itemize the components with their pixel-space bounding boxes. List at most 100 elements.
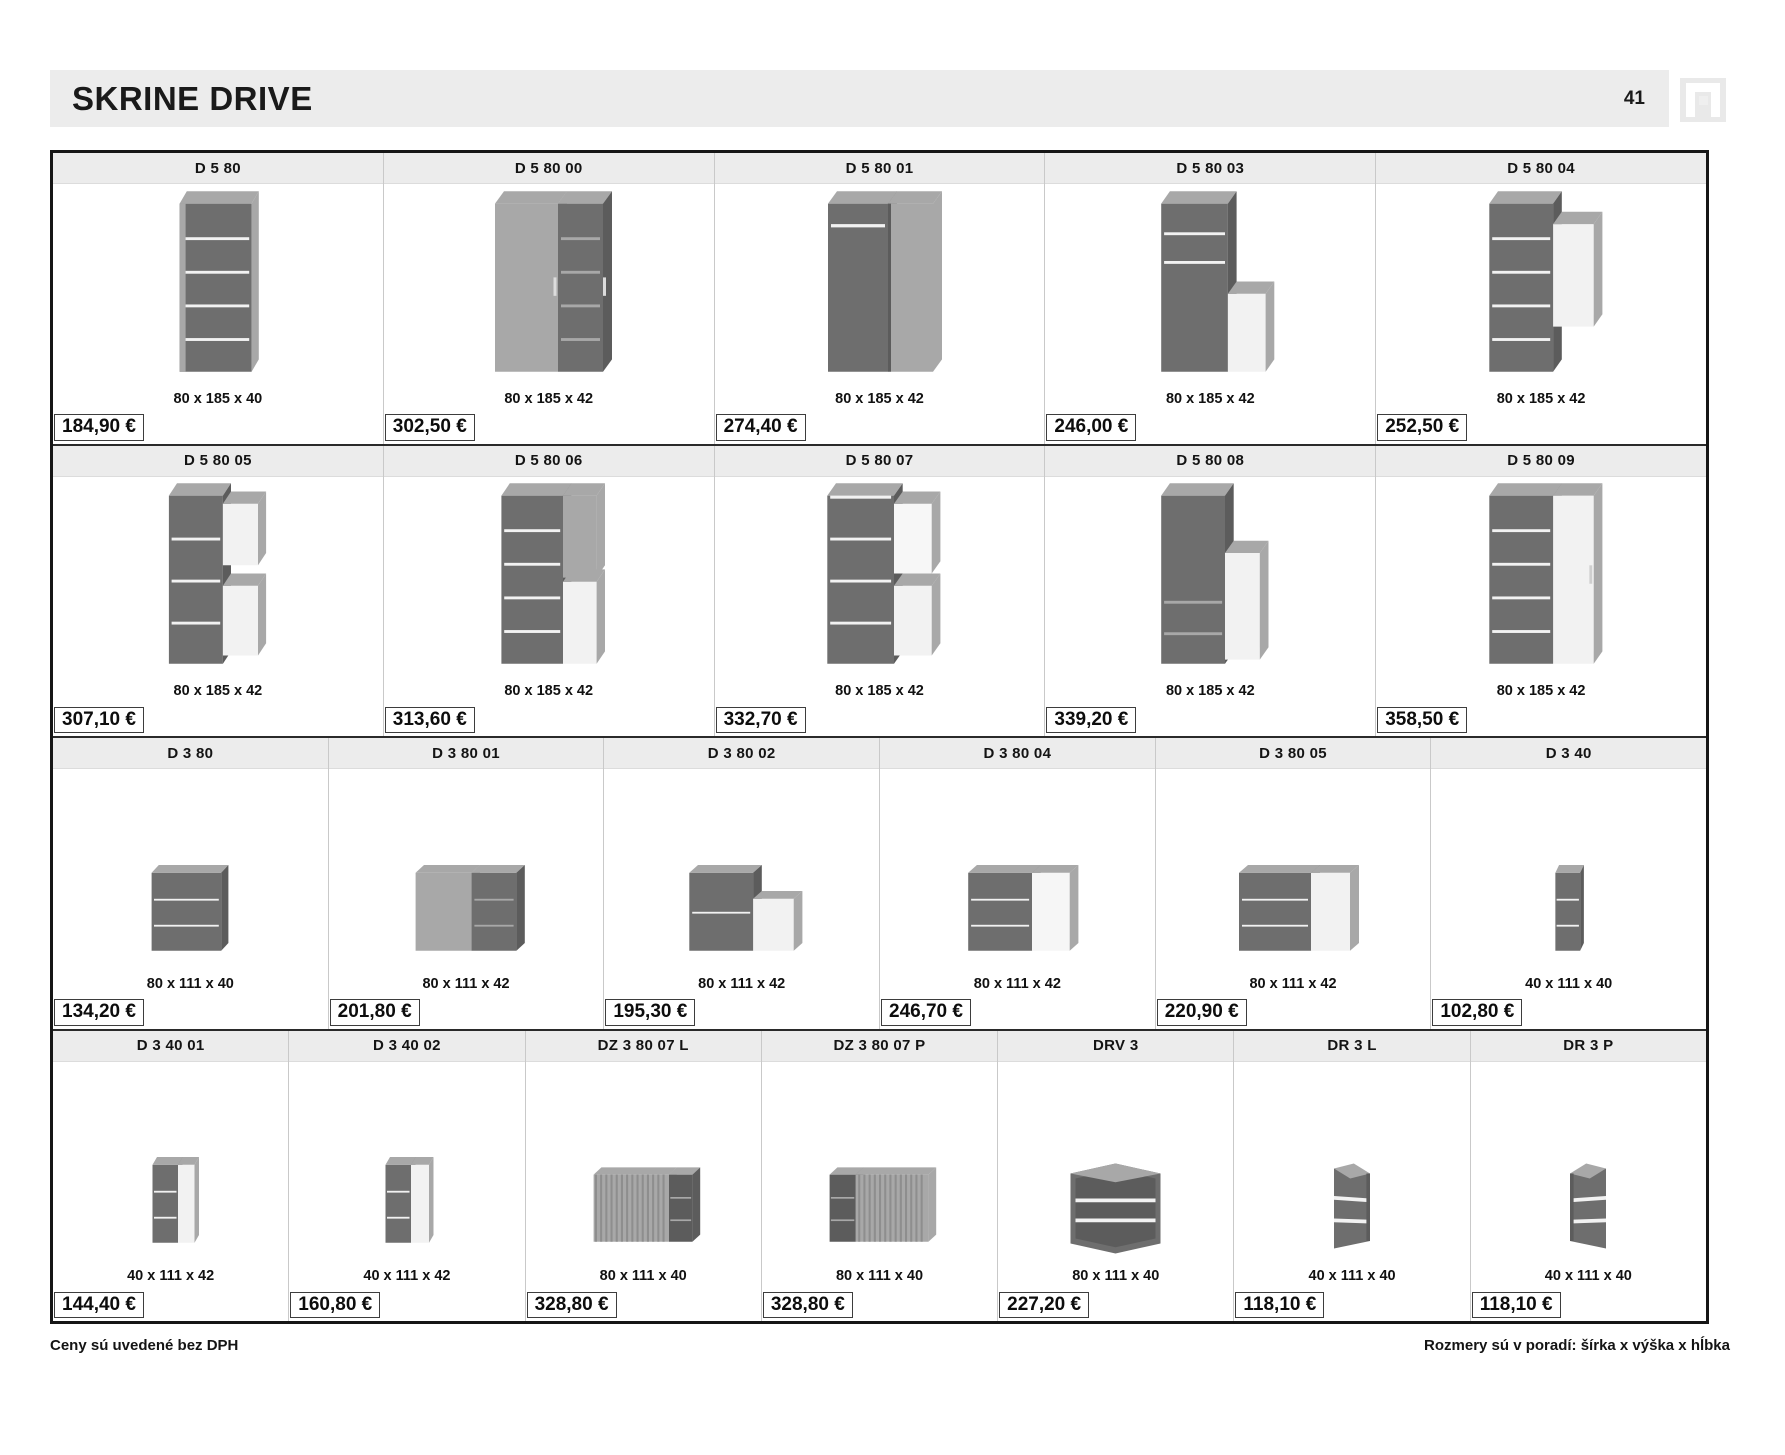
price-container: 227,20 € <box>998 1289 1233 1321</box>
product-dimensions: 40 x 111 x 40 <box>1525 975 1613 992</box>
product-image <box>715 184 1045 386</box>
product-cell[interactable]: D 3 80 01 80 x 111 x 42 201,80 € <box>328 738 605 1029</box>
product-price: 160,80 € <box>290 1291 381 1319</box>
product-cell[interactable]: DR 3 L 40 x 111 x 40 118,10 € <box>1234 1030 1471 1321</box>
product-cell[interactable]: D 3 40 02 40 x 111 x 42 160,80 € <box>289 1030 526 1321</box>
price-container: 118,10 € <box>1471 1289 1706 1321</box>
product-image <box>1431 769 1706 971</box>
product-price: 195,30 € <box>605 999 696 1026</box>
product-code: D 3 80 <box>53 738 328 769</box>
footer-price-note: Ceny sú uvedené bez DPH <box>50 1337 239 1354</box>
product-price: 358,50 € <box>1377 706 1468 734</box>
product-cell[interactable]: D 3 80 05 80 x 111 x 42 220,90 € <box>1155 738 1432 1029</box>
price-container: 144,40 € <box>53 1289 288 1321</box>
product-cell[interactable]: D 5 80 09 80 x 185 x 42 358,50 € <box>1376 445 1706 737</box>
product-cell[interactable]: DZ 3 80 07 L 80 x 111 x 40 328,80 € <box>525 1030 762 1321</box>
product-price: 220,90 € <box>1156 999 1247 1026</box>
product-code: D 5 80 04 <box>1376 153 1706 184</box>
product-row: D 5 80 80 x 185 x 40 184,90 € D 5 80 00 80 x… <box>53 153 1706 446</box>
product-code: D 5 80 00 <box>383 153 714 184</box>
product-cell[interactable]: DR 3 P 40 x 111 x 40 118,10 € <box>1470 1030 1706 1322</box>
product-dimensions: 40 x 111 x 40 <box>1544 1268 1632 1284</box>
price-container: 246,00 € <box>1045 412 1375 444</box>
product-price: 184,90 € <box>54 414 144 441</box>
product-price: 246,70 € <box>881 999 971 1026</box>
price-container: 102,80 € <box>1431 997 1706 1029</box>
product-code: D 5 80 07 <box>714 445 1045 477</box>
price-container: 220,90 € <box>1156 997 1431 1029</box>
product-price: 118,10 € <box>1235 1291 1325 1319</box>
product-image <box>384 477 714 679</box>
product-code: D 3 80 05 <box>1155 738 1431 769</box>
product-dimensions: 80 x 185 x 42 <box>504 390 594 407</box>
page-number: 41 <box>1623 87 1645 109</box>
product-image <box>1376 477 1706 679</box>
product-price: 118,10 € <box>1471 1291 1561 1319</box>
product-cell[interactable]: DRV 3 80 x 111 x 40 227,20 € <box>998 1030 1235 1321</box>
product-cell[interactable]: D 5 80 07 80 x 185 x 42 332,70 € <box>714 445 1046 736</box>
page-title: SKRINE DRIVE <box>72 79 313 117</box>
product-cell[interactable]: D 5 80 03 80 x 185 x 42 246,00 € <box>1045 153 1377 444</box>
footer-dimension-note: Rozmery sú v poradí: šírka x výška x hĺb… <box>1424 1337 1730 1354</box>
price-container: 328,80 € <box>762 1289 997 1321</box>
price-container: 313,60 € <box>384 704 714 736</box>
product-image <box>880 769 1155 971</box>
product-price: 274,40 € <box>715 414 806 441</box>
product-cell[interactable]: D 3 80 02 80 x 111 x 42 195,30 € <box>604 738 881 1029</box>
product-code: D 5 80 01 <box>714 153 1045 184</box>
product-cell[interactable]: D 5 80 04 80 x 185 x 42 252,50 € <box>1376 153 1706 444</box>
price-container: 307,10 € <box>53 704 383 736</box>
product-dimensions: 80 x 111 x 42 <box>973 975 1061 992</box>
product-image <box>526 1062 761 1264</box>
product-cell[interactable]: D 5 80 01 80 x 185 x 42 274,40 € <box>714 153 1046 444</box>
product-dimensions: 80 x 185 x 42 <box>1165 683 1255 699</box>
product-cell[interactable]: D 3 80 04 80 x 111 x 42 246,70 € <box>880 738 1156 1029</box>
product-cell[interactable]: D 3 80 80 x 111 x 40 134,20 € <box>53 738 329 1029</box>
product-cell[interactable]: D 5 80 80 x 185 x 40 184,90 € <box>53 153 384 444</box>
product-price: 328,80 € <box>526 1291 617 1319</box>
product-code: D 3 80 01 <box>328 738 604 769</box>
product-row: D 3 40 01 40 x 111 x 42 144,40 € D 3 40 02 4… <box>53 1030 1706 1322</box>
product-dimensions: 80 x 111 x 40 <box>599 1268 687 1284</box>
product-code: D 3 80 02 <box>604 738 880 769</box>
product-image <box>1234 1062 1469 1264</box>
product-code: DZ 3 80 07 P <box>761 1030 998 1062</box>
product-cell[interactable]: D 5 80 00 80 x 185 x 42 302,50 € <box>383 153 715 444</box>
product-image <box>53 477 383 679</box>
price-container: 358,50 € <box>1376 704 1706 736</box>
product-dimensions: 80 x 185 x 42 <box>1165 390 1255 407</box>
product-dimensions: 80 x 185 x 42 <box>504 683 594 699</box>
product-grid: D 5 80 80 x 185 x 40 184,90 € D 5 80 00 80 x… <box>50 150 1709 1324</box>
product-cell[interactable]: D 5 80 08 80 x 185 x 42 339,20 € <box>1045 445 1377 736</box>
product-price: 313,60 € <box>384 706 475 734</box>
price-container: 160,80 € <box>289 1289 524 1321</box>
product-dimensions: 80 x 185 x 42 <box>1496 390 1586 407</box>
product-code: D 5 80 08 <box>1045 445 1376 477</box>
product-cell[interactable]: DZ 3 80 07 P 80 x 111 x 40 328,80 € <box>761 1030 999 1321</box>
product-cell[interactable]: D 3 40 40 x 111 x 40 102,80 € <box>1431 738 1707 1029</box>
price-container: 339,20 € <box>1045 704 1375 736</box>
price-container: 134,20 € <box>53 997 328 1029</box>
product-dimensions: 80 x 185 x 40 <box>173 390 263 407</box>
price-container: 201,80 € <box>329 997 604 1029</box>
product-image <box>762 1062 997 1264</box>
price-container: 302,50 € <box>384 412 714 444</box>
product-price: 201,80 € <box>329 999 420 1026</box>
product-dimensions: 40 x 111 x 42 <box>363 1268 451 1284</box>
product-image <box>998 1062 1233 1264</box>
product-code: D 3 40 <box>1431 738 1707 769</box>
product-code: D 3 80 04 <box>880 738 1155 769</box>
product-price: 246,00 € <box>1046 414 1137 441</box>
product-cell[interactable]: D 3 40 01 40 x 111 x 42 144,40 € <box>53 1030 290 1321</box>
product-price: 252,50 € <box>1377 414 1468 441</box>
product-cell[interactable]: D 5 80 05 80 x 185 x 42 307,10 € <box>53 445 384 736</box>
product-row: D 5 80 05 80 x 185 x 42 307,10 € D 5 80 06 8… <box>53 445 1706 738</box>
product-cell[interactable]: D 5 80 06 80 x 185 x 42 313,60 € <box>383 445 715 736</box>
product-image <box>53 1062 288 1264</box>
product-code: D 5 80 <box>53 153 383 184</box>
price-container: 184,90 € <box>53 412 383 444</box>
product-price: 339,20 € <box>1046 706 1137 734</box>
price-container: 195,30 € <box>604 997 879 1029</box>
product-dimensions: 80 x 111 x 40 <box>146 975 234 992</box>
